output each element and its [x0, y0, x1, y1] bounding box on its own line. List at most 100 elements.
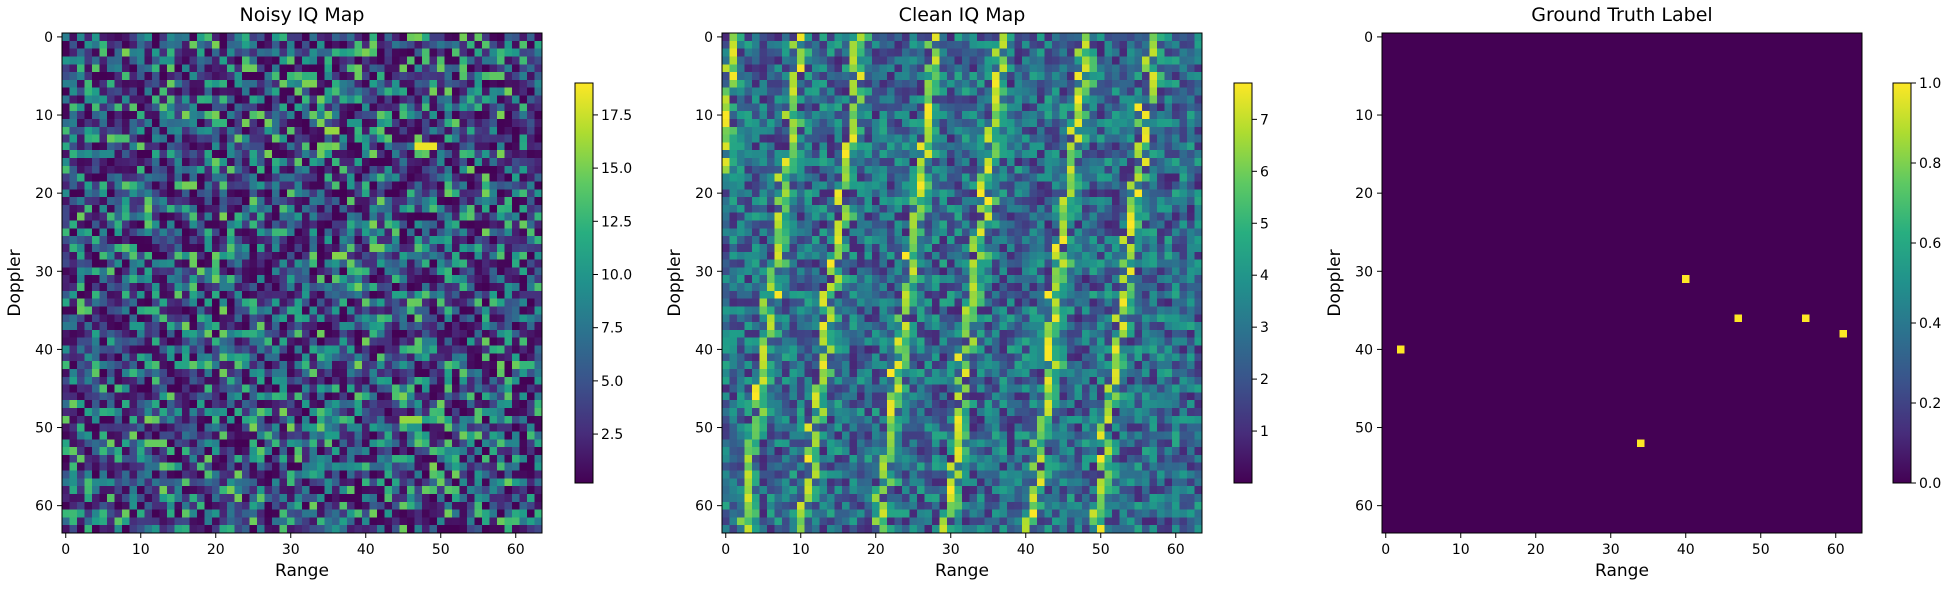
heatmap-cell	[467, 56, 475, 65]
heatmap-cell	[122, 384, 130, 393]
heatmap-cell	[512, 189, 520, 198]
heatmap-cell	[227, 173, 235, 182]
heatmap-cell	[782, 40, 790, 50]
heatmap-cell	[242, 33, 250, 42]
heatmap-cell	[99, 56, 108, 65]
heatmap-cell	[1067, 87, 1075, 96]
heatmap-cell	[729, 33, 738, 42]
heatmap-cell	[332, 212, 340, 221]
heatmap-cell	[92, 64, 100, 73]
heatmap-cell	[69, 493, 78, 503]
y-tick-label: 20	[35, 186, 53, 202]
heatmap-cell	[189, 525, 198, 534]
heatmap-cell	[77, 361, 85, 370]
heatmap-cell	[414, 329, 423, 339]
heatmap-cell	[939, 79, 948, 89]
heatmap-cell	[804, 40, 813, 50]
heatmap-cell	[92, 236, 100, 245]
heatmap-cell	[857, 103, 865, 112]
heatmap-cell	[369, 40, 378, 50]
heatmap-cell	[279, 236, 288, 245]
heatmap-cell	[309, 204, 318, 214]
heatmap-cell	[324, 236, 333, 245]
heatmap-cell	[452, 95, 460, 104]
heatmap-cell	[62, 251, 70, 260]
heatmap-cell	[174, 72, 183, 81]
heatmap-cell	[392, 361, 400, 370]
heatmap-cell	[969, 40, 978, 50]
heatmap-cell	[159, 439, 168, 448]
heatmap-cell	[489, 134, 498, 143]
heatmap-cell	[92, 368, 100, 378]
heatmap-cell	[129, 72, 138, 81]
heatmap-cell	[459, 376, 468, 385]
heatmap-cell	[114, 493, 123, 503]
heatmap-cell	[354, 72, 363, 81]
heatmap-cell	[1044, 48, 1053, 57]
heatmap-cell	[512, 525, 520, 534]
heatmap-cell	[189, 408, 198, 417]
heatmap-cell	[782, 64, 790, 73]
heatmap-cell	[272, 486, 280, 495]
heatmap-cell	[362, 376, 370, 385]
heatmap-cell	[137, 64, 145, 73]
heatmap-cell	[414, 306, 423, 315]
heatmap-cell	[527, 197, 535, 206]
heatmap-cell	[527, 87, 535, 96]
heatmap-cell	[399, 345, 408, 354]
heatmap-cell	[212, 283, 220, 292]
heatmap-cell	[129, 509, 138, 518]
heatmap-cell	[332, 33, 340, 42]
heatmap-cell	[137, 493, 145, 503]
heatmap-cell	[107, 79, 115, 89]
heatmap-cell	[1037, 64, 1045, 73]
heatmap-cell	[137, 48, 145, 57]
heatmap-cell	[377, 243, 385, 253]
heatmap-cell	[287, 283, 295, 292]
heatmap-cell	[797, 72, 805, 81]
heatmap-cell	[159, 220, 168, 229]
heatmap-cell	[489, 173, 498, 182]
heatmap-cell	[242, 345, 250, 354]
heatmap-cell	[159, 454, 168, 464]
heatmap-cell	[1082, 40, 1090, 50]
heatmap-cell	[369, 212, 378, 221]
heatmap-cell	[227, 283, 235, 292]
heatmap-cell	[1014, 103, 1023, 112]
heatmap-cell	[182, 251, 190, 260]
heatmap-cell	[257, 56, 265, 65]
heatmap-cell	[302, 423, 310, 432]
heatmap-cell	[1097, 111, 1105, 120]
heatmap-cell	[174, 64, 183, 73]
heatmap-cell	[152, 40, 160, 50]
heatmap-cell	[444, 329, 453, 339]
heatmap-cell	[159, 345, 168, 354]
heatmap-cell	[422, 306, 430, 315]
heatmap-cell	[947, 118, 955, 128]
heatmap-cell	[114, 408, 123, 417]
heatmap-cell	[302, 368, 310, 378]
heatmap-cell	[92, 267, 100, 276]
heatmap-cell	[467, 439, 475, 448]
heatmap-cell	[219, 189, 228, 198]
heatmap-cell	[782, 118, 790, 128]
heatmap-cell	[189, 56, 198, 65]
heatmap-cell	[1082, 48, 1090, 57]
heatmap-cell	[272, 236, 280, 245]
heatmap-cell	[392, 165, 400, 175]
heatmap-cell	[347, 165, 355, 175]
heatmap-cell	[797, 40, 805, 50]
heatmap-cell	[84, 400, 93, 409]
heatmap-cell	[272, 87, 280, 96]
heatmap-cell	[324, 486, 333, 495]
heatmap-cell	[474, 251, 483, 260]
heatmap-cell	[234, 423, 243, 432]
heatmap-cell	[189, 400, 198, 409]
heatmap-cell	[452, 431, 460, 440]
heatmap-cell	[114, 431, 123, 440]
heatmap-cell	[182, 212, 190, 221]
heatmap-cell	[99, 220, 108, 229]
heatmap-cell	[962, 40, 970, 50]
heatmap-cell	[69, 439, 78, 448]
heatmap-cell	[114, 165, 123, 175]
